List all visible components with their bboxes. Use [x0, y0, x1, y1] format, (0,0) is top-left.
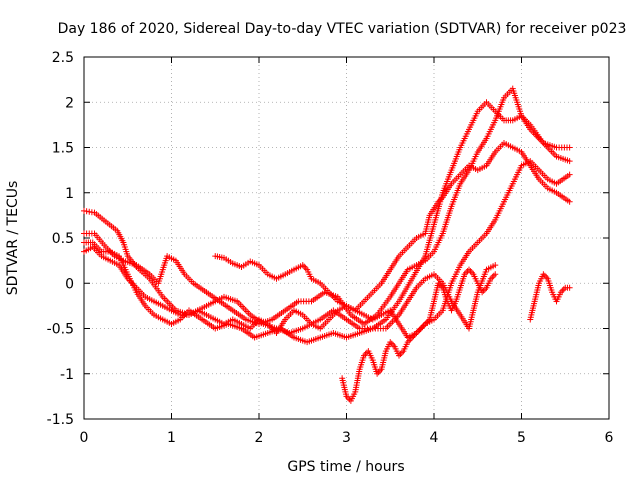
data-point	[466, 266, 472, 273]
data-point	[566, 198, 573, 205]
data-point	[407, 336, 414, 343]
y-tick-label: -0.5	[47, 322, 74, 338]
x-axis-label: GPS time / hours	[287, 459, 404, 475]
data-point	[467, 268, 474, 275]
y-tick-label: -1.5	[47, 412, 74, 428]
x-tick-label: 1	[167, 430, 176, 446]
data-point	[301, 263, 308, 270]
chart-title: Day 186 of 2020, Sidereal Day-to-day VTE…	[58, 21, 627, 37]
data-point	[423, 319, 430, 326]
data-point	[566, 158, 573, 165]
y-tick-label: 0	[65, 276, 74, 292]
data-series	[81, 85, 573, 404]
data-point	[566, 144, 573, 151]
y-tick-label: 2.5	[52, 50, 74, 66]
data-point	[560, 286, 567, 293]
x-tick-label: 4	[430, 430, 439, 446]
data-point	[566, 171, 573, 178]
series-track-7	[527, 271, 573, 323]
y-tick-label: 1.5	[52, 141, 74, 157]
data-point	[492, 262, 499, 269]
y-tick-label: 2	[65, 95, 74, 111]
data-point	[566, 284, 573, 291]
series-track-2	[81, 85, 573, 327]
series-track-3	[81, 239, 499, 346]
data-point	[438, 195, 445, 202]
series-track-4	[81, 139, 573, 337]
data-point	[492, 271, 499, 278]
y-tick-label: 1	[65, 186, 74, 202]
x-tick-label: 3	[342, 430, 351, 446]
data-point	[490, 272, 497, 279]
series-track-5	[212, 158, 573, 341]
y-tick-label: -1	[60, 367, 74, 383]
x-tick-label: 5	[517, 430, 526, 446]
data-point	[412, 331, 419, 338]
x-tick-label: 2	[255, 430, 264, 446]
y-tick-label: 0.5	[52, 231, 74, 247]
grid	[84, 57, 609, 419]
axis-ticks: 0 1 2 3 4 5 6 2.5 2 1.5 1 0.5 0 -0.5 -1 -1.5	[47, 50, 614, 446]
x-tick-label: 0	[80, 430, 89, 446]
x-tick-label: 6	[605, 430, 614, 446]
series-track-6	[339, 266, 499, 404]
data-point	[417, 325, 424, 332]
y-axis-label: SDTVAR / TECUs	[5, 181, 21, 296]
